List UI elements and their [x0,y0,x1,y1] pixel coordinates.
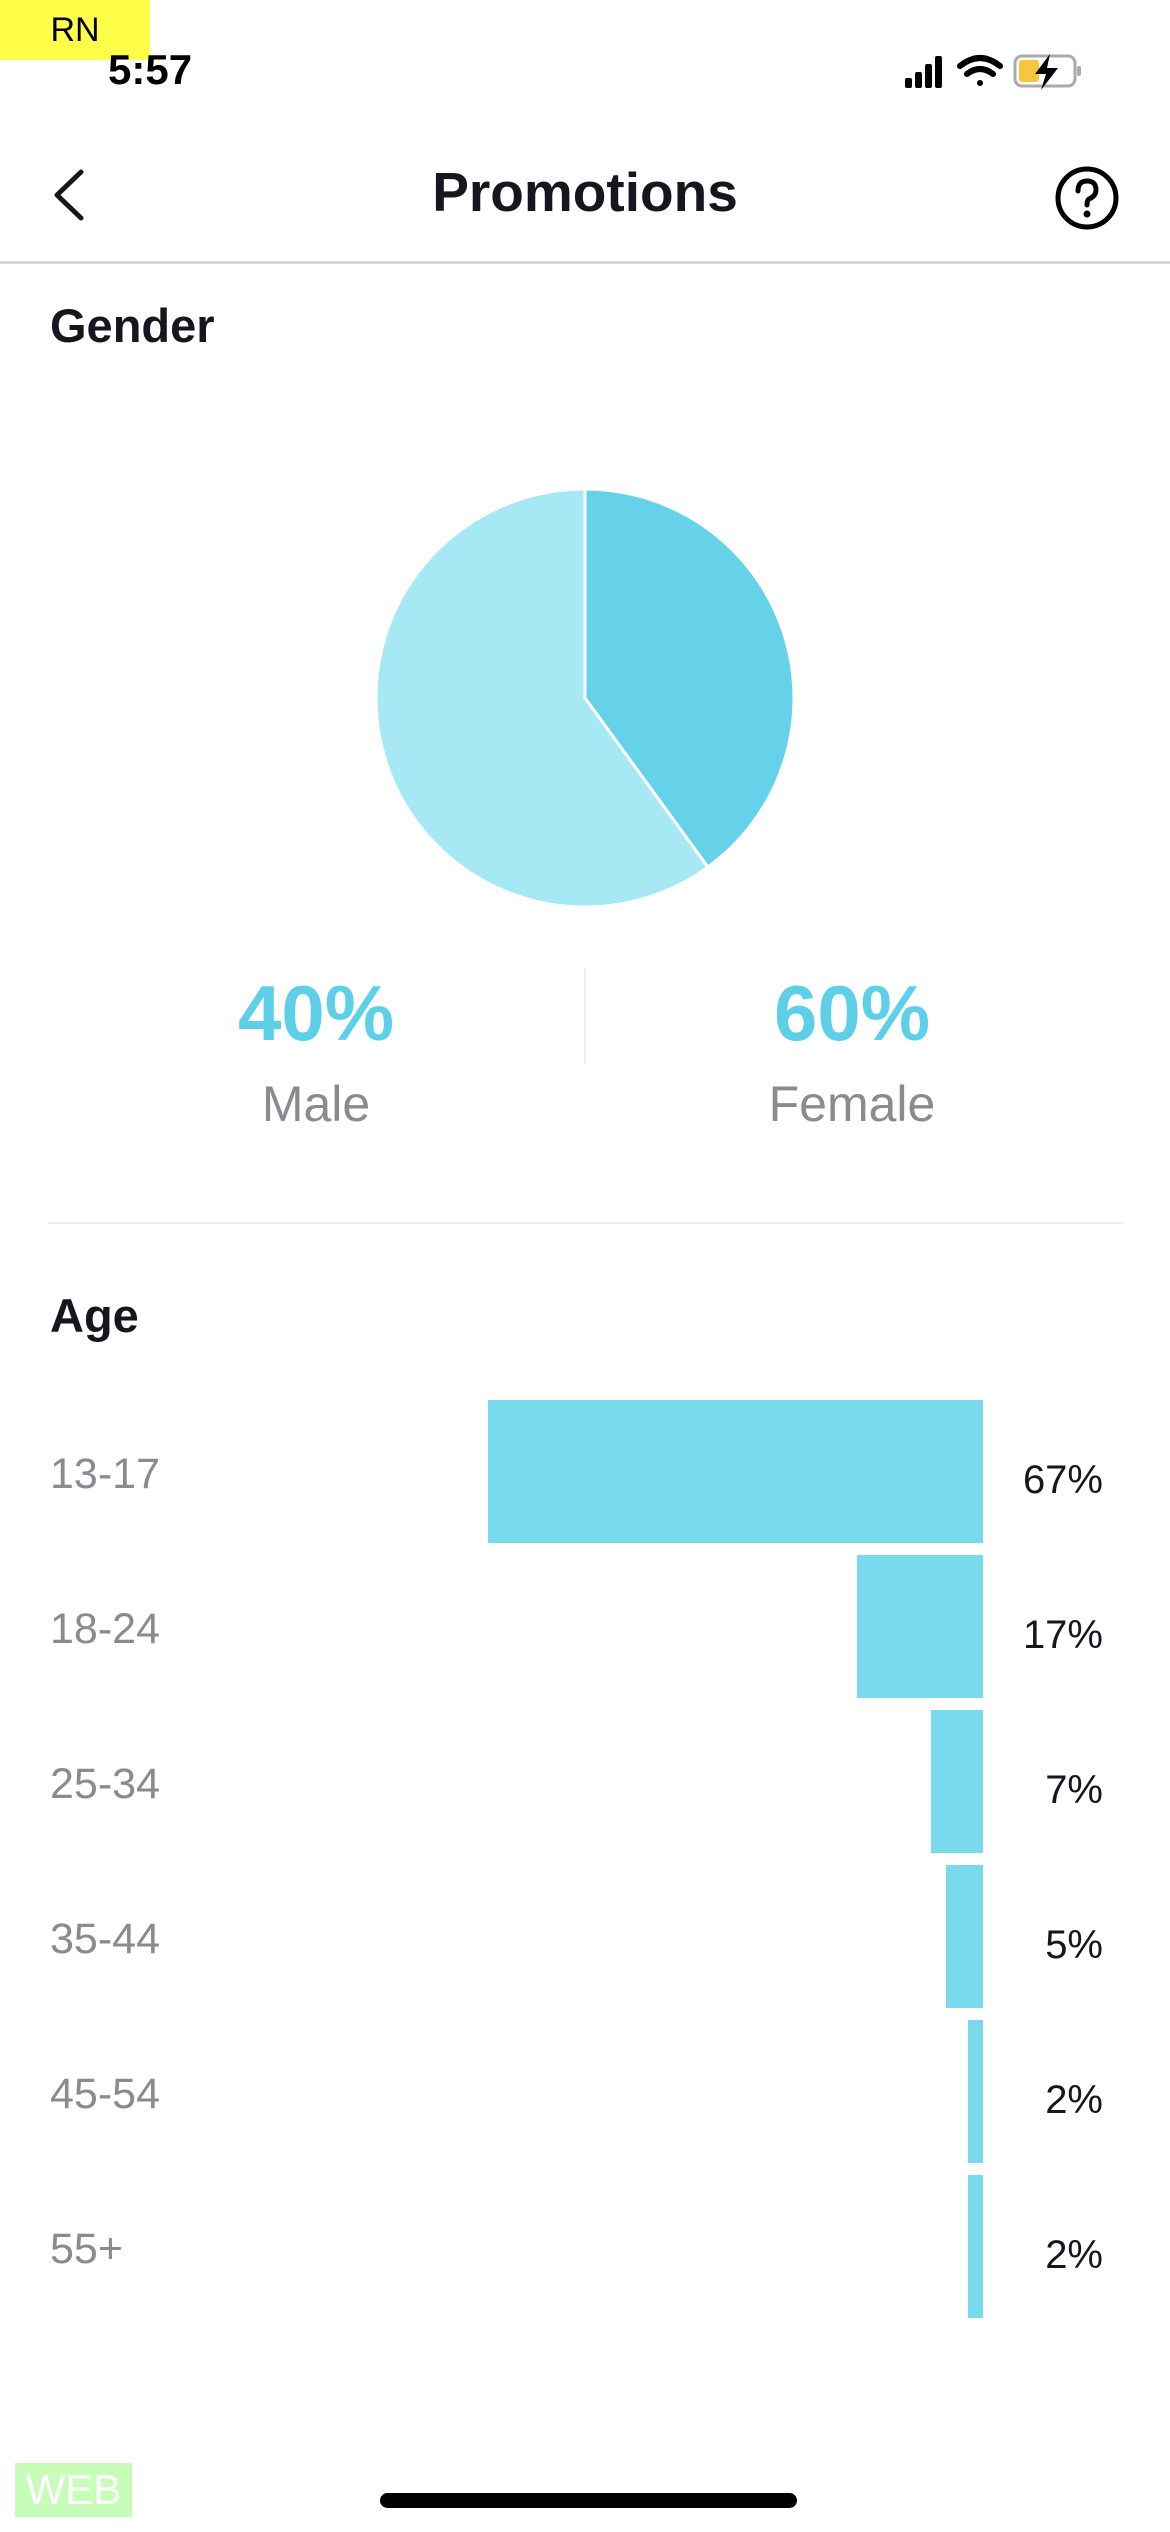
wifi-icon [957,55,1003,86]
web-badge: WEB [15,2463,132,2517]
age-label: 13-17 [50,1450,160,1498]
age-value: 7% [1045,1768,1103,1812]
age-row: 13-17 67% [0,1400,1170,1555]
battery-charging-icon [1013,54,1081,90]
age-row: 35-44 5% [0,1865,1170,2020]
age-bar [968,2020,983,2163]
age-value: 2% [1045,2233,1103,2277]
gender-divider [584,968,586,1064]
male-percent: 40% [237,969,395,1057]
age-row: 25-34 7% [0,1710,1170,1865]
age-value: 5% [1045,1923,1103,1967]
signal-icon [905,56,942,88]
status-icons [905,54,1081,90]
female-percent: 60% [773,969,931,1057]
age-value: 2% [1045,2078,1103,2122]
chevron-left-icon[interactable] [45,160,95,230]
pie-slice-male [583,487,796,870]
section-divider [48,1222,1123,1224]
age-row: 45-54 2% [0,2020,1170,2175]
age-bar [487,1400,983,1543]
age-row: 55+ 2% [0,2175,1170,2330]
home-indicator[interactable] [380,2493,797,2508]
age-row: 18-24 17% [0,1555,1170,1710]
age-label: 25-34 [50,1760,160,1808]
page-title: Promotions [432,161,738,223]
age-label: 18-24 [50,1605,160,1653]
pie-slice-female [374,487,710,909]
male-label: Male [261,1076,371,1132]
gender-title: Gender [50,299,215,352]
age-bar [857,1555,983,1698]
age-bar [968,2175,983,2318]
age-label: 35-44 [50,1915,160,1963]
age-title: Age [50,1289,139,1342]
age-bar [931,1710,983,1853]
header-divider [0,261,1170,264]
age-value: 67% [1022,1458,1103,1502]
status-time: 5:57 [108,46,193,93]
age-value: 17% [1022,1613,1103,1657]
question-circle-icon[interactable] [1053,164,1121,232]
female-label: Female [768,1076,936,1132]
rn-badge: RN [0,0,150,60]
age-label: 45-54 [50,2070,160,2118]
gender-pie-chart [374,487,796,909]
age-bar [946,1865,983,2008]
age-label: 55+ [50,2225,123,2273]
